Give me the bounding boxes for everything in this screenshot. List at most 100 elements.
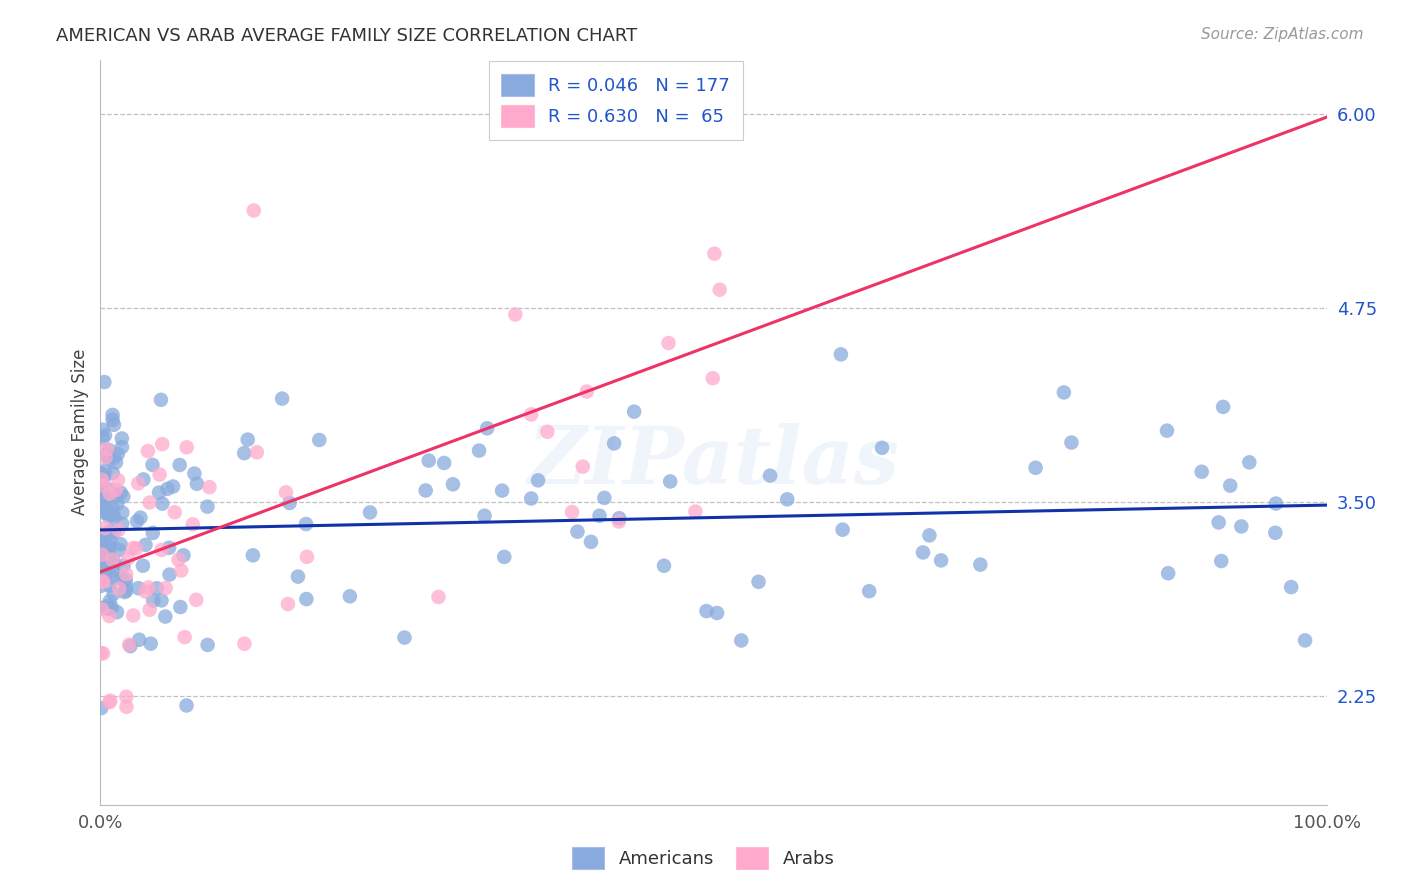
Point (128, 632, 150, 647)
Point (111, 516, 134, 531)
Point (117, 550, 139, 565)
Point (747, 574, 769, 589)
Point (97, 557, 120, 571)
Point (575, 384, 598, 399)
Point (132, 472, 155, 486)
Point (90, 646, 112, 660)
Point (101, 500, 124, 514)
Point (97, 601, 120, 615)
Point (108, 543, 131, 558)
Point (98, 695, 121, 709)
Point (114, 585, 136, 599)
Point (89, 497, 111, 511)
Point (98, 541, 121, 555)
Point (198, 480, 221, 494)
Point (278, 496, 301, 510)
Point (652, 558, 675, 573)
Point (96, 505, 118, 519)
Point (274, 485, 297, 500)
Point (103, 450, 125, 465)
Point (93, 478, 115, 492)
Point (93, 470, 115, 484)
Point (91, 602, 114, 616)
Point (103, 586, 125, 600)
Point (91, 470, 114, 484)
Point (90, 533, 112, 547)
Point (181, 517, 204, 532)
Point (494, 549, 516, 564)
Point (1157, 566, 1180, 581)
Point (98, 578, 121, 592)
Point (122, 541, 145, 555)
Point (98, 609, 121, 624)
Point (90, 601, 112, 615)
Point (101, 600, 124, 615)
Point (93, 484, 115, 499)
Point (1264, 497, 1286, 511)
Point (136, 444, 159, 458)
Point (571, 459, 593, 474)
Point (115, 699, 138, 714)
Point (1025, 460, 1047, 475)
Point (150, 497, 173, 511)
Point (159, 567, 181, 582)
Point (150, 593, 173, 607)
Point (90, 498, 112, 512)
Point (138, 603, 160, 617)
Point (929, 553, 952, 567)
Point (103, 525, 125, 540)
Point (122, 608, 145, 623)
Point (101, 466, 124, 480)
Point (197, 500, 219, 514)
Point (287, 569, 309, 583)
Point (101, 413, 124, 427)
Point (100, 508, 122, 522)
Point (1239, 455, 1261, 469)
Point (91, 532, 114, 546)
Point (197, 638, 219, 652)
Point (105, 605, 128, 619)
Point (115, 583, 138, 598)
Point (567, 524, 589, 539)
Point (233, 637, 256, 651)
Point (94, 538, 117, 552)
Point (339, 589, 361, 603)
Point (831, 523, 853, 537)
Point (607, 511, 630, 525)
Point (114, 578, 136, 592)
Point (107, 523, 129, 537)
Point (96, 442, 118, 457)
Point (415, 483, 437, 498)
Point (308, 433, 330, 447)
Point (90, 482, 112, 496)
Point (107, 447, 129, 461)
Point (1053, 385, 1076, 400)
Point (110, 485, 132, 500)
Point (94, 428, 117, 442)
Point (520, 491, 543, 506)
Point (112, 558, 135, 573)
Point (97, 509, 120, 524)
Point (125, 541, 148, 556)
Point (98, 694, 121, 708)
Point (139, 637, 162, 651)
Point (167, 552, 190, 566)
Point (111, 506, 134, 520)
Point (101, 564, 124, 578)
Point (94, 500, 117, 515)
Point (91, 431, 114, 445)
Point (120, 639, 142, 653)
Point (97, 601, 120, 615)
Point (115, 573, 138, 587)
Point (536, 425, 558, 439)
Point (491, 483, 513, 498)
Point (91, 647, 114, 661)
Point (157, 541, 180, 555)
Point (418, 453, 440, 467)
Point (505, 308, 527, 322)
Point (90, 467, 112, 482)
Point (110, 537, 132, 551)
Point (172, 548, 194, 562)
Point (91, 574, 114, 589)
Point (104, 489, 127, 503)
